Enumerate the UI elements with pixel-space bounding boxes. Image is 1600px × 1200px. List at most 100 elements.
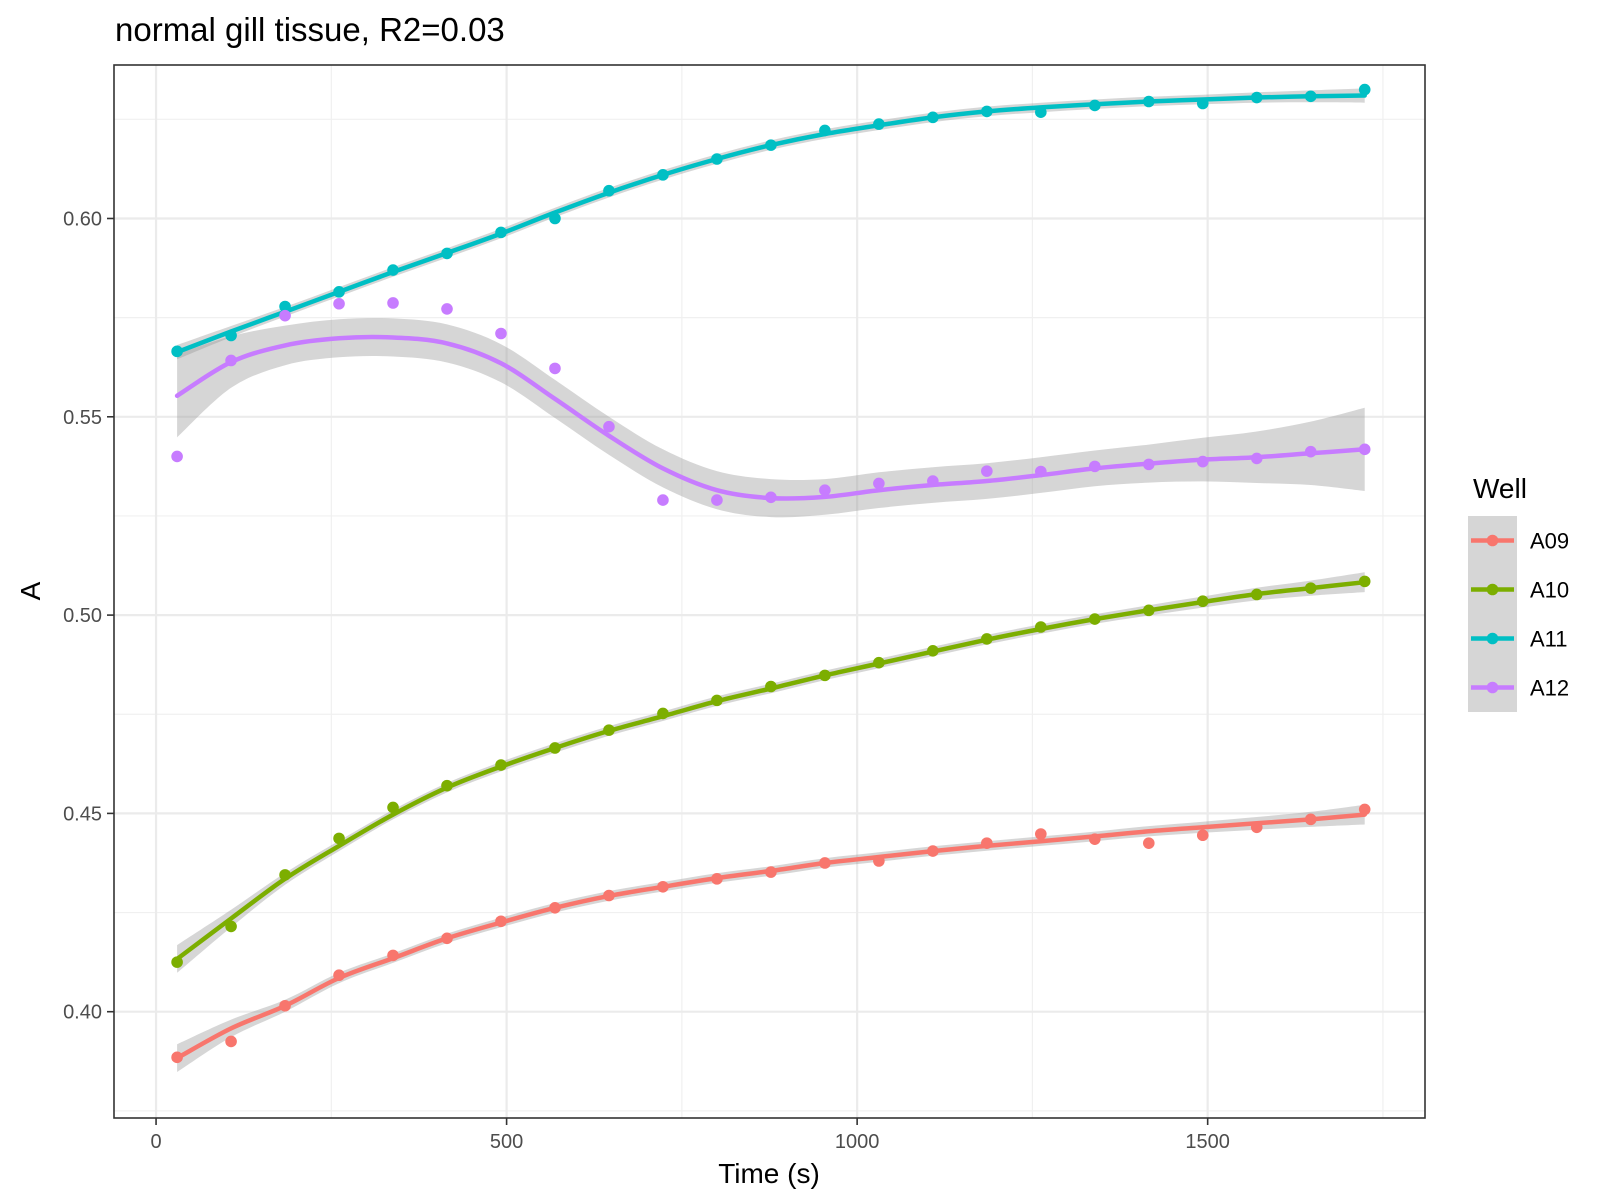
chart-title: normal gill tissue, R2=0.03: [115, 11, 505, 48]
point-a10: [603, 724, 615, 736]
point-a10: [927, 644, 939, 657]
x-tick-label: 0: [151, 1131, 162, 1153]
point-a11: [495, 226, 507, 239]
point-a12: [711, 494, 723, 506]
point-a11: [387, 264, 399, 276]
point-a09: [1304, 813, 1317, 826]
point-a12: [1196, 455, 1209, 468]
point-a10: [225, 920, 237, 933]
point-a11: [1088, 99, 1101, 112]
point-a10: [711, 694, 723, 707]
point-a09: [387, 949, 399, 962]
point-a11: [927, 111, 939, 124]
point-a10: [333, 832, 345, 845]
point-a12: [1088, 460, 1101, 473]
point-a10: [1358, 575, 1371, 588]
band-a12: [177, 317, 1365, 518]
point-a10: [873, 656, 885, 669]
point-a10: [279, 869, 291, 881]
point-a11: [873, 118, 885, 130]
point-a12: [819, 484, 831, 496]
point-a12: [981, 465, 993, 477]
point-a12: [441, 303, 453, 315]
point-a12: [1304, 445, 1317, 458]
legend: Well A09 A10 A11 A12: [1468, 473, 1569, 712]
legend-label-a09: A09: [1530, 529, 1569, 554]
legend-key-point: [1486, 681, 1499, 694]
legend-key-point: [1486, 583, 1499, 596]
point-a10: [549, 742, 561, 754]
point-a12: [225, 354, 237, 367]
point-a11: [171, 345, 183, 358]
point-a11: [441, 247, 453, 260]
point-a12: [603, 420, 615, 433]
point-a12: [1035, 465, 1047, 478]
point-a09: [441, 932, 453, 945]
point-a11: [1304, 90, 1317, 103]
point-a10: [1035, 621, 1047, 633]
x-tick-label: 500: [490, 1131, 523, 1153]
legend-title: Well: [1473, 473, 1527, 504]
point-a12: [549, 362, 561, 375]
point-a11: [765, 139, 777, 151]
point-a09: [873, 855, 885, 867]
y-tick-label: 0.50: [63, 605, 102, 627]
point-a09: [495, 915, 507, 928]
point-a11: [819, 124, 831, 137]
point-a10: [1196, 595, 1209, 608]
point-a12: [657, 494, 669, 506]
point-a10: [1304, 582, 1317, 594]
point-a11: [1358, 83, 1371, 96]
point-a09: [1035, 828, 1047, 840]
legend-keys: A09 A10 A11 A12: [1468, 516, 1569, 712]
y-tick-label: 0.40: [63, 1002, 102, 1024]
x-axis: 0 500 1000 1500: [151, 1118, 1230, 1153]
y-tick-label: 0.60: [63, 208, 102, 230]
point-a09: [1088, 833, 1101, 845]
point-a11: [1196, 97, 1209, 110]
y-axis-title: A: [15, 581, 46, 600]
point-a09: [927, 845, 939, 857]
point-a11: [1142, 95, 1155, 108]
point-a12: [171, 450, 183, 463]
point-a11: [279, 300, 291, 313]
point-a12: [333, 297, 345, 310]
panel-background: [114, 65, 1425, 1118]
x-tick-label: 1000: [835, 1131, 880, 1153]
point-a11: [711, 153, 723, 165]
point-a12: [927, 475, 939, 487]
point-a09: [657, 880, 669, 893]
point-a10: [1088, 613, 1101, 625]
point-a12: [1358, 443, 1371, 456]
point-a10: [819, 669, 831, 682]
point-a12: [1250, 452, 1263, 465]
legend-label-a11: A11: [1530, 627, 1568, 652]
y-tick-label: 0.55: [63, 407, 102, 429]
legend-key-point: [1486, 632, 1499, 645]
grid-major: [114, 65, 1425, 1118]
legend-key-point: [1486, 534, 1499, 547]
point-a09: [981, 837, 993, 849]
point-a11: [603, 184, 615, 197]
x-axis-title: Time (s): [718, 1158, 820, 1189]
point-a12: [1142, 458, 1155, 471]
point-a09: [333, 969, 345, 982]
point-a09: [603, 889, 615, 902]
point-a09: [711, 873, 723, 885]
point-a12: [387, 297, 399, 309]
point-a10: [387, 801, 399, 814]
point-a11: [549, 212, 561, 225]
point-a12: [765, 491, 777, 504]
point-a09: [819, 857, 831, 869]
plot-panel: [113, 64, 1426, 1119]
point-a12: [495, 327, 507, 340]
point-a11: [981, 105, 993, 118]
y-axis: 0.40 0.45 0.50 0.55 0.60: [63, 208, 114, 1024]
x-tick-label: 1500: [1185, 1131, 1230, 1153]
point-a09: [279, 999, 291, 1012]
point-a10: [1142, 604, 1155, 617]
point-a10: [441, 779, 453, 792]
point-a11: [333, 286, 345, 298]
point-a09: [1358, 803, 1371, 816]
